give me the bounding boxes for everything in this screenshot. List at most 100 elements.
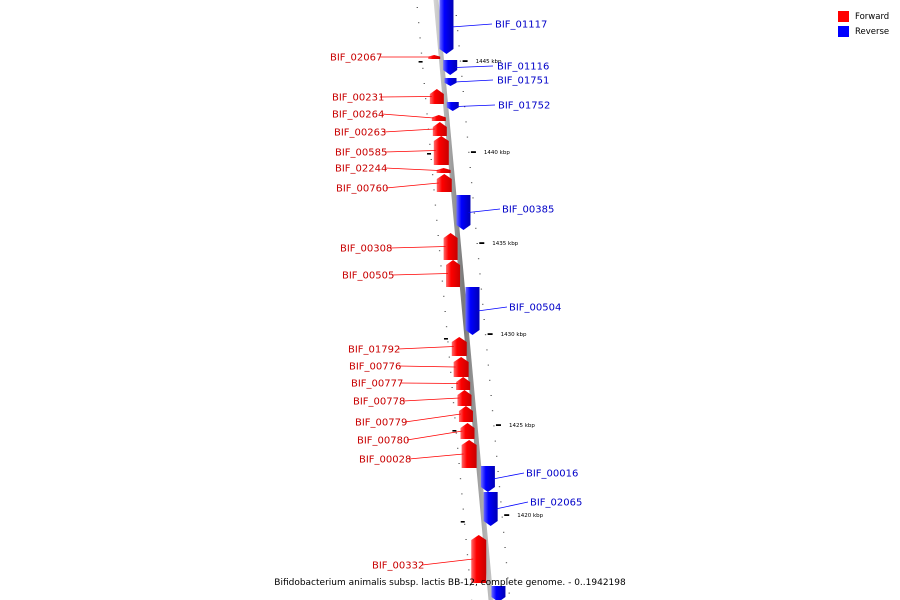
gene-label-forward: BIF_00779 [355, 418, 407, 429]
gene-label-reverse: BIF_01751 [497, 76, 549, 87]
minor-tick [468, 569, 470, 571]
minor-tick [470, 182, 473, 184]
gene-leader-line [495, 501, 529, 510]
forward-gene [432, 122, 447, 136]
minor-tick [496, 455, 498, 457]
minor-tick [475, 227, 477, 229]
minor-tick [455, 432, 457, 434]
minor-tick [464, 106, 466, 108]
minor-tick [448, 356, 450, 358]
gene-label-forward: BIF_02244 [335, 164, 387, 175]
minor-tick [440, 265, 442, 267]
reverse-gene [456, 195, 471, 230]
forward-gene [443, 233, 458, 260]
boundary-mark [427, 153, 432, 155]
minor-tick [493, 425, 495, 427]
minor-tick [497, 471, 499, 472]
reverse-gene [465, 287, 480, 335]
minor-tick [468, 151, 470, 153]
forward-gene [436, 168, 451, 173]
forward-gene [453, 357, 469, 377]
forward-gene [460, 423, 475, 439]
minor-tick [433, 189, 435, 191]
reverse-gene [443, 60, 458, 75]
tick-label: 1420 kbp [517, 513, 543, 519]
minor-tick [431, 174, 434, 176]
minor-tick [458, 463, 460, 464]
gene-label-forward: BIF_00308 [340, 244, 392, 255]
gene-leader-line [385, 182, 439, 189]
boundary-mark [460, 521, 465, 523]
minor-tick [438, 250, 441, 252]
gene-leader-line [402, 397, 460, 402]
tick-label: 1440 kbp [484, 150, 510, 156]
gene-label-forward: BIF_00776 [349, 362, 401, 373]
boundary-mark [452, 430, 457, 432]
minor-tick [452, 402, 455, 404]
minor-tick [476, 243, 478, 244]
gene-leader-line [451, 23, 493, 28]
gene-leader-line [406, 430, 463, 441]
legend-label-forward: Forward [855, 11, 890, 22]
genome-caption: Bifidobacterium animalis subsp. lactis B… [274, 578, 626, 588]
legend-item-reverse: Reverse [838, 24, 889, 39]
gene-label-forward: BIF_00028 [359, 455, 411, 466]
minor-tick [450, 371, 452, 373]
minor-tick [430, 159, 432, 160]
gene-label-forward: BIF_00332 [372, 561, 424, 572]
minor-tick [469, 167, 471, 168]
minor-tick [437, 235, 439, 236]
minor-tick [444, 311, 446, 312]
forward-swatch [838, 11, 849, 22]
minor-tick [473, 212, 476, 214]
minor-tick [469, 584, 471, 586]
minor-tick [486, 349, 488, 351]
minor-tick [472, 197, 474, 199]
minor-tick [490, 395, 492, 396]
minor-tick [487, 364, 489, 366]
major-tick [487, 333, 493, 335]
minor-tick [462, 508, 464, 510]
minor-tick [419, 37, 421, 39]
minor-tick [459, 60, 462, 62]
minor-tick [447, 341, 449, 343]
gene-leader-line [384, 150, 436, 153]
minor-tick [479, 273, 481, 275]
gene-label-forward: BIF_00263 [334, 128, 386, 139]
gene-label-reverse: BIF_01117 [495, 20, 547, 31]
gene-leader-line [379, 96, 432, 98]
minor-tick [508, 592, 510, 594]
minor-tick [494, 440, 496, 442]
minor-tick [501, 516, 503, 518]
forward-gene [451, 337, 467, 356]
gene-leader-line [384, 167, 439, 171]
gene-label-forward: BIF_01792 [348, 345, 400, 356]
minor-tick [503, 531, 505, 533]
gene-leader-line [391, 273, 449, 276]
minor-tick [416, 7, 418, 8]
minor-tick [425, 98, 427, 100]
reverse-gene-partial [491, 586, 506, 600]
forward-gene [446, 260, 461, 287]
gene-leader-line [397, 346, 454, 350]
forward-gene [461, 440, 477, 468]
reverse-gene [446, 102, 459, 111]
minor-tick [484, 334, 487, 336]
minor-tick [436, 219, 438, 221]
minor-tick [477, 258, 480, 260]
forward-gene [431, 115, 446, 121]
reverse-gene [480, 466, 495, 492]
gene-label-forward: BIF_00231 [332, 93, 384, 104]
legend-item-forward: Forward [838, 9, 889, 24]
major-tick [470, 151, 476, 153]
gene-leader-line [454, 79, 494, 83]
gene-label-forward: BIF_00780 [357, 436, 409, 447]
gene-label-reverse: BIF_01752 [498, 101, 550, 112]
forward-gene [471, 535, 487, 583]
reverse-gene [444, 78, 457, 86]
gene-label-forward: BIF_00505 [342, 271, 394, 282]
tick-label: 1445 kbp [476, 59, 502, 65]
forward-gene [457, 390, 472, 406]
gene-label-reverse: BIF_01116 [497, 62, 549, 73]
